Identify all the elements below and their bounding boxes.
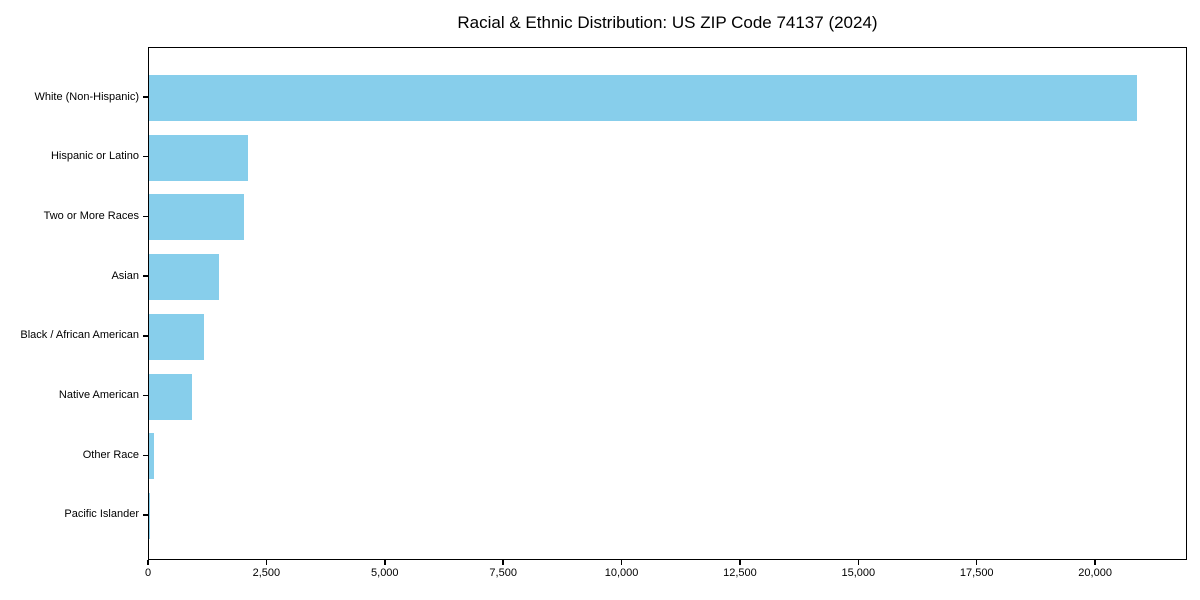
x-tick-label: 0 (144, 567, 152, 579)
x-tick-label: 15,000 (841, 567, 876, 579)
y-tick-label: Other Race (82, 448, 139, 461)
x-tick-mark (147, 560, 149, 565)
x-tick-label: 17,500 (959, 567, 994, 579)
x-tick-mark (975, 560, 978, 565)
chart-title: Racial & Ethnic Distribution: US ZIP Cod… (457, 13, 878, 32)
y-tick-mark (143, 335, 148, 337)
bar-2 (149, 194, 244, 241)
x-tick-mark (1094, 560, 1096, 565)
x-tick-mark (739, 560, 741, 565)
x-tick-mark (857, 560, 860, 565)
y-tick-label: White (Non-Hispanic) (34, 90, 139, 103)
y-tick-mark (143, 394, 148, 397)
y-tick-mark (143, 155, 148, 158)
y-tick-mark (143, 454, 148, 456)
y-tick-label: Asian (111, 269, 139, 282)
y-tick-mark (143, 275, 148, 277)
x-tick-mark (265, 560, 268, 565)
x-tick-mark (502, 560, 504, 565)
x-tick-label: 7,500 (489, 567, 517, 579)
y-tick-label: Native American (58, 389, 139, 402)
x-tick-mark (620, 560, 623, 565)
bar-5 (149, 373, 193, 420)
y-tick-mark (143, 514, 148, 516)
x-tick-label: 12,500 (723, 567, 757, 579)
y-tick-mark (143, 215, 148, 218)
y-tick-label: Two or More Races (43, 209, 139, 222)
y-tick-mark (143, 96, 148, 98)
bar-6 (149, 433, 155, 480)
x-tick-mark (384, 560, 386, 565)
x-tick-label: 20,000 (1078, 567, 1112, 579)
y-tick-label: Pacific Islander (64, 508, 139, 521)
x-tick-label: 10,000 (604, 567, 639, 579)
x-tick-label: 5,000 (371, 567, 399, 579)
bar-4 (149, 313, 205, 360)
y-tick-label: Black / African American (20, 329, 139, 342)
bar-1 (149, 134, 248, 181)
plot-area (148, 47, 1187, 560)
bar-3 (149, 254, 219, 301)
x-tick-label: 2,500 (252, 567, 281, 579)
bar-0 (149, 75, 1138, 121)
y-tick-label: Hispanic or Latino (50, 150, 139, 163)
